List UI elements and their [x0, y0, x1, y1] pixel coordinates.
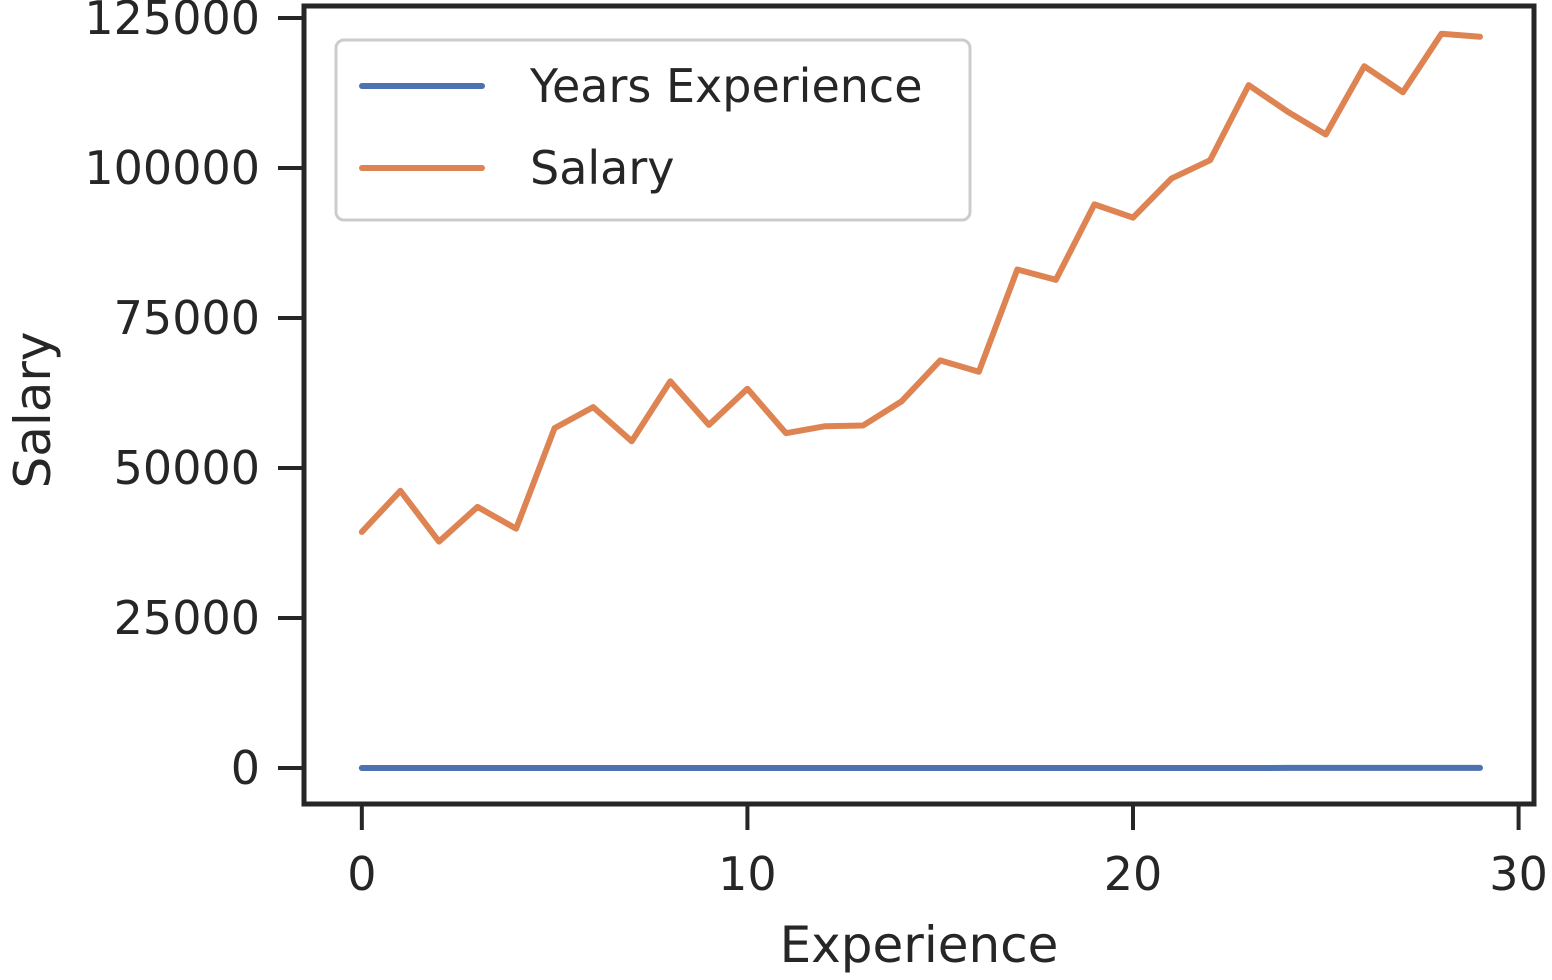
plot-frame	[301, 3, 1537, 807]
x-tick-label: 10	[718, 847, 777, 901]
legend-entry: Salary	[530, 141, 675, 195]
legend-entry: Years Experience	[529, 59, 923, 113]
y-tick-label: 25000	[114, 591, 260, 645]
y-tick-label: 75000	[114, 291, 260, 345]
x-tick-label: 20	[1104, 847, 1163, 901]
y-tick-label: 125000	[84, 0, 260, 45]
x-tick-label: 0	[347, 847, 376, 901]
series-line	[358, 30, 1483, 545]
series-lines	[358, 30, 1483, 771]
y-tick-label: 50000	[114, 441, 260, 495]
y-axis-label: Salary	[4, 331, 62, 488]
y-tick-label: 100000	[84, 141, 260, 195]
y-tick-label: 0	[231, 741, 260, 795]
x-tick-label: 30	[1489, 847, 1548, 901]
legend-box	[334, 38, 972, 222]
axis-ticks: 0 10 20 30 0 25000 50000 75000 100000 125000	[84, 0, 1547, 901]
legend: Years Experience Salary	[334, 38, 972, 222]
x-axis-label: Experience	[780, 916, 1059, 974]
